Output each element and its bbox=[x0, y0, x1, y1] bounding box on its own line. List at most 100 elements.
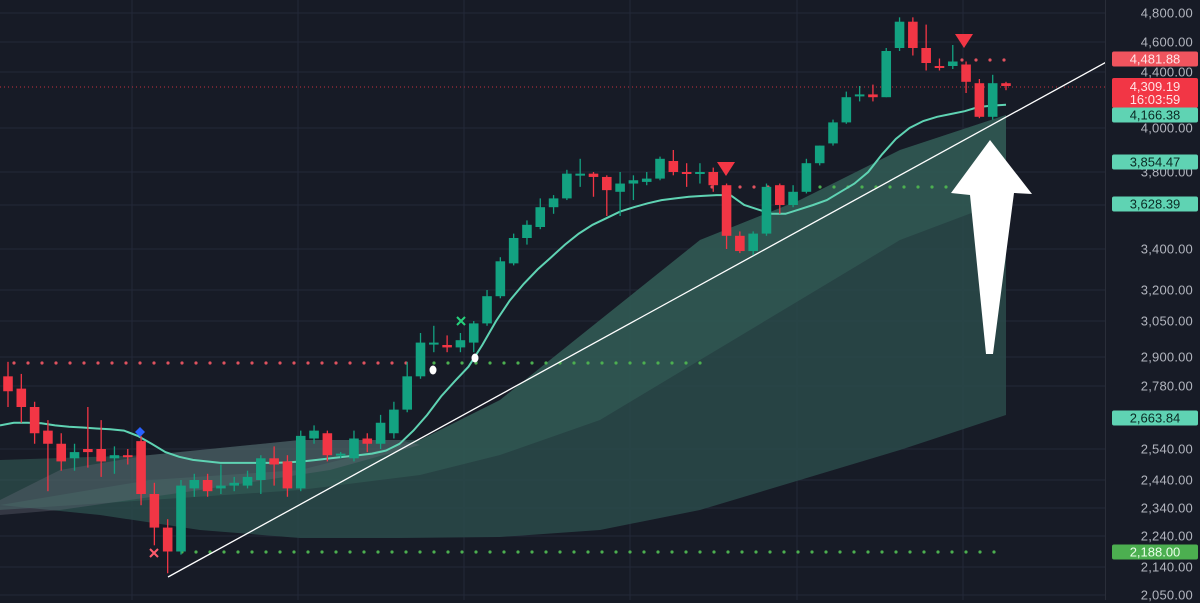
price-axis[interactable]: 4,800.00 4,600.00 4,400.00 4,000.00 3,800.00… bbox=[1105, 0, 1200, 603]
candle-bullish[interactable] bbox=[295, 435, 306, 489]
candle-bearish[interactable] bbox=[322, 433, 333, 456]
chart-plot-area[interactable] bbox=[0, 0, 1105, 600]
resistance-level-dots bbox=[124, 361, 128, 365]
candle-bullish[interactable] bbox=[375, 422, 386, 444]
support-level-dots bbox=[944, 185, 948, 189]
candle-bullish[interactable] bbox=[415, 342, 426, 377]
candle-bearish[interactable] bbox=[1001, 83, 1011, 86]
candle-bullish[interactable] bbox=[628, 180, 639, 184]
candle-bullish[interactable] bbox=[655, 158, 665, 179]
candle-bearish[interactable] bbox=[974, 83, 985, 117]
candle-bearish[interactable] bbox=[681, 172, 692, 174]
support-level-dots bbox=[768, 550, 772, 554]
candle-bullish[interactable] bbox=[455, 340, 466, 348]
candle-bearish[interactable] bbox=[735, 235, 745, 252]
candle-bearish[interactable] bbox=[602, 176, 612, 191]
candle-bullish[interactable] bbox=[189, 480, 200, 489]
support-level-dots bbox=[614, 361, 618, 365]
candle-bullish[interactable] bbox=[987, 83, 998, 117]
candle-bearish[interactable] bbox=[56, 443, 67, 462]
support-level-dots bbox=[614, 550, 618, 554]
candle-bearish[interactable] bbox=[83, 449, 93, 453]
candle-bullish[interactable] bbox=[482, 296, 492, 324]
candle-bullish[interactable] bbox=[947, 61, 958, 67]
candle-bearish[interactable] bbox=[136, 441, 146, 494]
candle-bullish[interactable] bbox=[309, 430, 319, 439]
resistance-level-dots bbox=[988, 58, 992, 62]
support-level-dots bbox=[866, 550, 870, 554]
resistance-level-dots bbox=[54, 361, 58, 365]
candle-bearish[interactable] bbox=[774, 185, 785, 205]
candle-bullish[interactable] bbox=[801, 163, 812, 192]
candle-bearish[interactable] bbox=[149, 494, 160, 528]
candle-bullish[interactable] bbox=[881, 51, 892, 98]
candle-bearish[interactable] bbox=[921, 48, 931, 63]
candle-bearish[interactable] bbox=[96, 449, 106, 462]
candle-bullish[interactable] bbox=[841, 97, 852, 123]
resistance-level-dots bbox=[738, 185, 742, 189]
support-level-dots bbox=[832, 185, 836, 189]
candle-bearish[interactable] bbox=[29, 407, 40, 434]
support-level-dots bbox=[236, 550, 240, 554]
candle-bearish[interactable] bbox=[362, 438, 373, 444]
candle-bearish[interactable] bbox=[16, 388, 27, 407]
candle-bullish[interactable] bbox=[389, 409, 399, 434]
candle-bullish[interactable] bbox=[575, 173, 585, 176]
candle-bearish[interactable] bbox=[442, 345, 452, 348]
candle-bullish[interactable] bbox=[814, 145, 825, 164]
candle-bearish[interactable] bbox=[588, 173, 599, 177]
candle-bullish[interactable] bbox=[641, 178, 652, 182]
candle-bullish[interactable] bbox=[761, 186, 772, 234]
candle-bullish[interactable] bbox=[695, 172, 705, 174]
support-level-dots bbox=[446, 550, 450, 554]
candle-bullish[interactable] bbox=[69, 452, 80, 459]
candle-bearish[interactable] bbox=[202, 480, 213, 492]
candle-bearish[interactable] bbox=[961, 64, 971, 82]
candle-bullish[interactable] bbox=[402, 376, 412, 410]
support-level-dots bbox=[818, 185, 822, 189]
support-level-dots bbox=[488, 361, 492, 365]
candle-bullish[interactable] bbox=[748, 233, 758, 252]
candle-bullish[interactable] bbox=[495, 261, 506, 297]
candle-bearish[interactable] bbox=[721, 185, 732, 236]
candle-bearish[interactable] bbox=[908, 21, 918, 48]
candle-bullish[interactable] bbox=[229, 482, 240, 486]
resistance-level-dots bbox=[278, 361, 282, 365]
candle-bullish[interactable] bbox=[854, 94, 865, 97]
candle-bearish[interactable] bbox=[934, 66, 945, 68]
candle-bullish[interactable] bbox=[176, 485, 186, 552]
candle-bullish[interactable] bbox=[828, 122, 838, 144]
candle-bullish[interactable] bbox=[242, 476, 253, 486]
support-level-dots bbox=[852, 550, 856, 554]
candle-bearish[interactable] bbox=[3, 376, 13, 392]
candle-bullish[interactable] bbox=[894, 21, 905, 48]
support-level-dots bbox=[902, 185, 906, 189]
support-level-dots bbox=[488, 550, 492, 554]
candle-bullish[interactable] bbox=[256, 458, 266, 480]
candle-bullish[interactable] bbox=[548, 198, 559, 208]
candle-bearish[interactable] bbox=[162, 527, 173, 552]
candle-bullish[interactable] bbox=[788, 191, 798, 205]
candle-bearish[interactable] bbox=[43, 430, 53, 444]
candle-bullish[interactable] bbox=[468, 323, 479, 343]
candle-bullish[interactable] bbox=[615, 183, 625, 192]
support-level-dots bbox=[888, 185, 892, 189]
resistance-level-dots bbox=[138, 361, 142, 365]
candle-bullish[interactable] bbox=[535, 207, 546, 227]
candle-bullish[interactable] bbox=[562, 173, 572, 199]
candle-bearish[interactable] bbox=[868, 94, 878, 98]
candle-bullish[interactable] bbox=[335, 453, 346, 456]
candle-bullish[interactable] bbox=[522, 224, 532, 238]
candle-bearish[interactable] bbox=[269, 458, 279, 465]
candle-bearish[interactable] bbox=[708, 172, 719, 186]
candle-bullish[interactable] bbox=[109, 455, 120, 459]
candle-bearish[interactable] bbox=[668, 161, 679, 172]
candle-bullish[interactable] bbox=[429, 342, 439, 345]
candle-bullish[interactable] bbox=[508, 238, 519, 264]
candle-bearish[interactable] bbox=[282, 461, 293, 489]
candle-bullish[interactable] bbox=[216, 485, 226, 489]
trendline[interactable] bbox=[167, 60, 1105, 578]
candle-bearish[interactable] bbox=[122, 455, 133, 458]
candle-bullish[interactable] bbox=[349, 438, 359, 459]
